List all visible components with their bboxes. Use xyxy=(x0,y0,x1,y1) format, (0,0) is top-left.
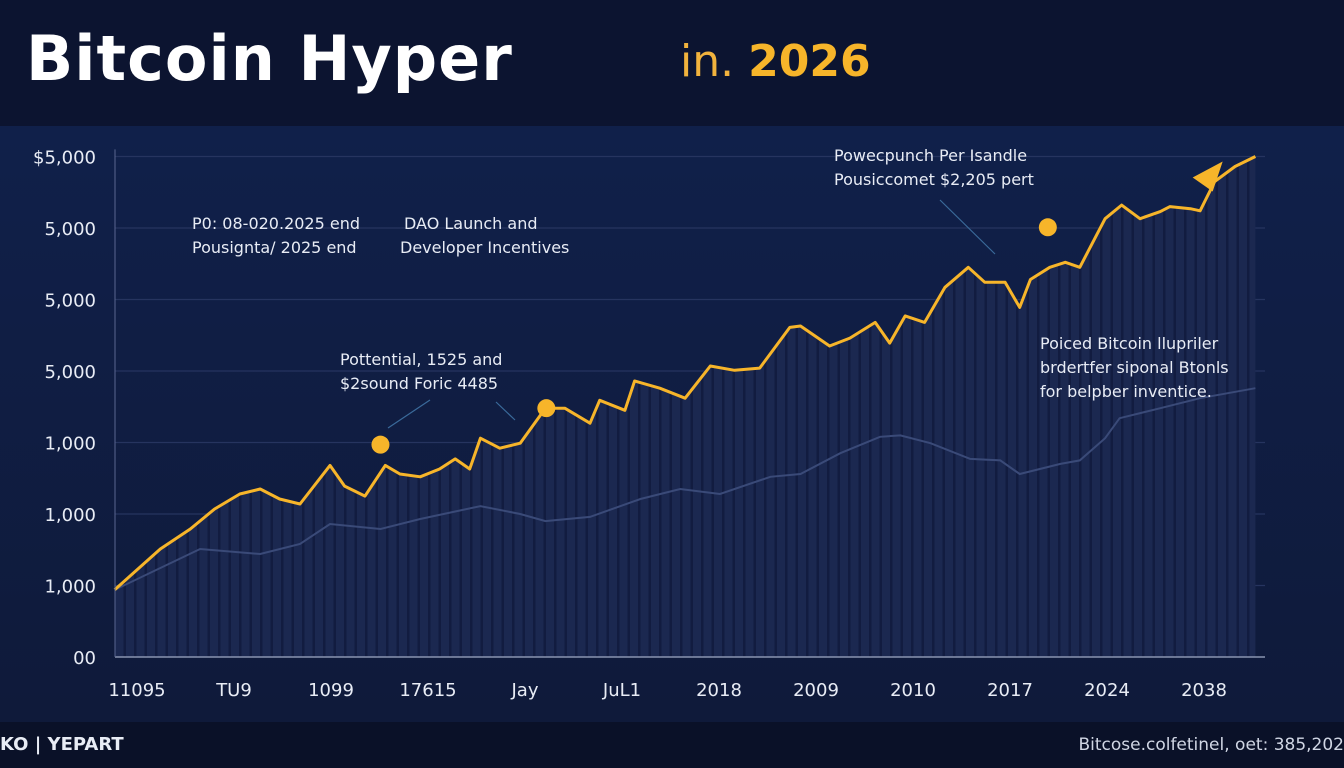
price-area-bars xyxy=(114,156,1256,657)
y-tick-label: 5,000 xyxy=(44,362,96,383)
secondary-line xyxy=(114,387,1256,591)
y-tick-label: 1,000 xyxy=(44,505,96,526)
x-tick-label: 2017 xyxy=(987,680,1033,701)
y-tick-label: 1,000 xyxy=(44,434,96,455)
annotation-1: P0: 08-020.2025 end Pousignta/ 2025 end xyxy=(192,214,361,257)
annotation-5: Poiced Bitcoin llupriler brdertfer sipona… xyxy=(1040,334,1229,401)
x-tick-label: Jay xyxy=(511,680,539,701)
x-tick-label: 17615 xyxy=(399,680,456,701)
milestone-marker xyxy=(371,435,390,454)
page-title: Bitcoin Hyper xyxy=(26,22,513,95)
y-tick-label: $5,000 xyxy=(33,148,96,169)
chart-svg: 00 1,000 1,000 1,000 5,000 5,000 5,000 $5,000 11… xyxy=(33,148,1265,701)
x-tick-label: TU9 xyxy=(215,680,252,701)
x-tick-label: JuL1 xyxy=(602,680,641,701)
subtitle-year: 2026 xyxy=(748,36,871,87)
price-line xyxy=(113,155,1257,591)
source-text: Bitcose.colfetinel, oet: 385,202 xyxy=(1078,735,1344,755)
header: Bitcoin Hyper in. 2026 xyxy=(0,0,1344,126)
leader-line xyxy=(939,199,996,255)
x-tick-label: 2018 xyxy=(696,680,742,701)
x-tick-label: 2024 xyxy=(1084,680,1130,701)
x-tick-label: 2009 xyxy=(793,680,839,701)
footer-logo: KO | YEPART xyxy=(0,734,124,755)
annotation-4: Powecpunch Per Isandle Pousiccomet $2,205… xyxy=(834,146,1034,189)
milestone-marker xyxy=(537,399,556,418)
footer: KO | YEPART Bitcose.colfetinel, oet: 385… xyxy=(0,722,1344,768)
y-tick-label: 5,000 xyxy=(44,291,96,312)
chart-area: 00 1,000 1,000 1,000 5,000 5,000 5,000 $5,000 11… xyxy=(0,126,1344,720)
annotation-2: DAO Launch and Developer Incentives xyxy=(400,214,570,257)
y-tick-label: 00 xyxy=(73,648,96,669)
trend-arrow-icon xyxy=(1192,161,1223,192)
leader-line xyxy=(387,399,431,429)
leader-line xyxy=(495,401,516,421)
y-tick-label: 5,000 xyxy=(44,219,96,240)
x-tick-label: 2038 xyxy=(1181,680,1227,701)
y-tick-label: 1,000 xyxy=(44,577,96,598)
x-tick-label: 11095 xyxy=(108,680,165,701)
subtitle-prefix: in. xyxy=(680,36,735,87)
annotation-3: Pottential, 1525 and $2sound Foric 4485 xyxy=(340,350,503,393)
x-tick-label: 2010 xyxy=(890,680,936,701)
page-subtitle: in. 2026 xyxy=(680,36,871,87)
x-tick-label: 1099 xyxy=(308,680,354,701)
milestone-marker xyxy=(1038,218,1057,237)
